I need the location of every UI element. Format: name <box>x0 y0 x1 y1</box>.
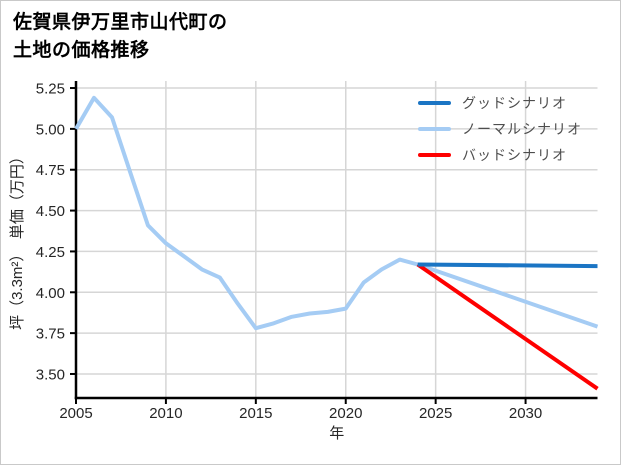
legend-label-normal-scenario: ノーマルシナリオ <box>462 121 582 137</box>
svg-text:5.00: 5.00 <box>36 121 65 138</box>
legend-label-good-scenario: グッドシナリオ <box>462 95 567 111</box>
svg-text:年: 年 <box>329 425 344 442</box>
svg-text:2010: 2010 <box>149 405 182 422</box>
chart-title-line2: 土地の価格推移 <box>13 40 150 61</box>
legend-item-good-scenario: グッドシナリオ <box>418 90 582 116</box>
svg-text:2015: 2015 <box>239 405 272 422</box>
svg-text:坪（3.3m²） 単価（万円）: 坪（3.3m²） 単価（万円） <box>9 149 26 330</box>
legend-item-normal-scenario: ノーマルシナリオ <box>418 116 582 142</box>
chart-title-line1: 佐賀県伊万里市山代町の <box>13 12 228 33</box>
bad-scenario-line-swatch <box>418 153 451 157</box>
legend-label-bad-scenario: バッドシナリオ <box>462 147 567 163</box>
chart-title: 佐賀県伊万里市山代町の 土地の価格推移 <box>13 9 228 65</box>
svg-text:3.75: 3.75 <box>36 326 65 343</box>
svg-text:2005: 2005 <box>59 405 92 422</box>
chart-legend: グッドシナリオ ノーマルシナリオ バッドシナリオ <box>418 90 582 168</box>
good-scenario-line-swatch <box>418 101 451 105</box>
svg-text:4.00: 4.00 <box>36 285 65 302</box>
svg-text:2020: 2020 <box>329 405 362 422</box>
normal-scenario-line-swatch <box>418 127 451 131</box>
svg-text:5.25: 5.25 <box>36 81 65 98</box>
svg-text:2025: 2025 <box>419 405 452 422</box>
svg-text:2030: 2030 <box>509 405 542 422</box>
svg-text:4.50: 4.50 <box>36 203 65 220</box>
svg-text:4.75: 4.75 <box>36 162 65 179</box>
svg-text:4.25: 4.25 <box>36 244 65 261</box>
legend-item-bad-scenario: バッドシナリオ <box>418 142 582 168</box>
svg-text:3.50: 3.50 <box>36 366 65 383</box>
